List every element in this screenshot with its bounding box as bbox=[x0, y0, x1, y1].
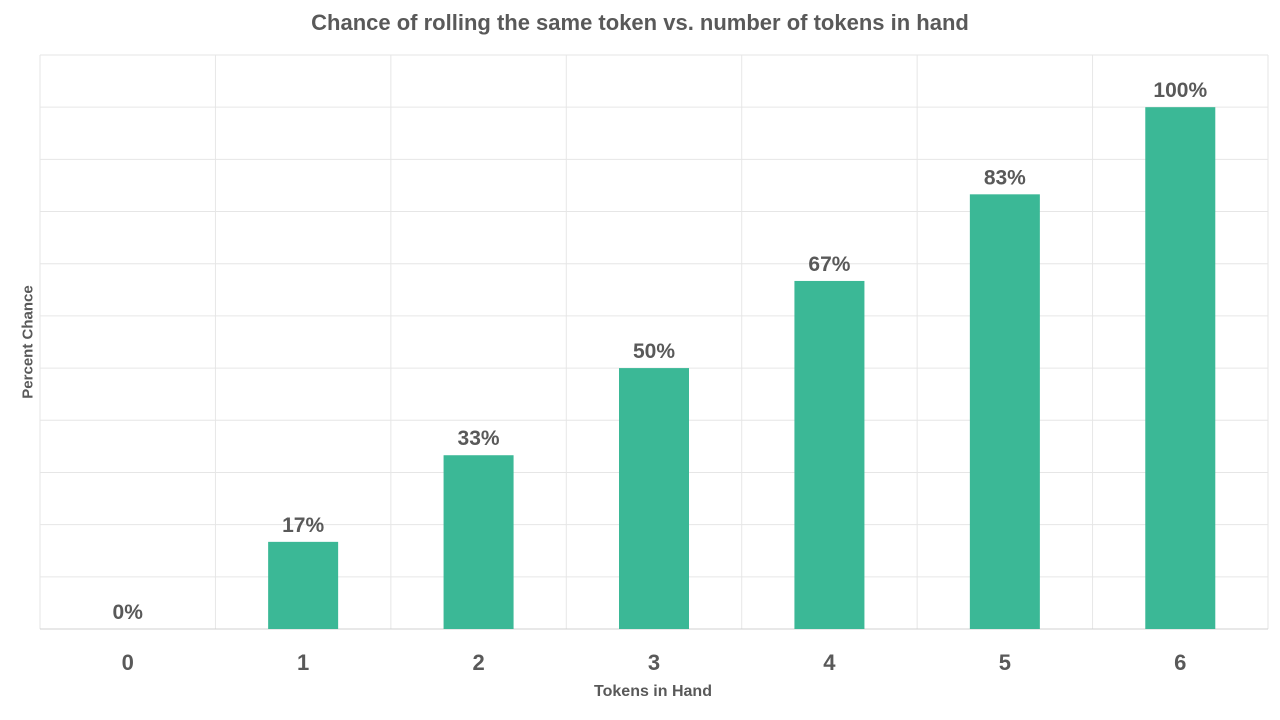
bar bbox=[443, 455, 514, 629]
bar bbox=[794, 280, 865, 629]
x-tick-label: 1 bbox=[297, 650, 309, 675]
data-label: 17% bbox=[282, 514, 324, 537]
chart-title: Chance of rolling the same token vs. num… bbox=[311, 10, 969, 35]
bar bbox=[969, 194, 1040, 630]
x-tick-label: 4 bbox=[823, 650, 836, 675]
bar bbox=[619, 368, 689, 629]
x-tick-label: 6 bbox=[1174, 650, 1186, 675]
bar bbox=[1145, 107, 1216, 629]
data-label: 50% bbox=[633, 340, 675, 363]
data-label: 0% bbox=[113, 601, 144, 624]
x-axis-label: Tokens in Hand bbox=[594, 683, 712, 700]
x-tick-label: 2 bbox=[472, 650, 484, 675]
data-label: 33% bbox=[458, 427, 500, 450]
data-label: 83% bbox=[984, 166, 1026, 189]
x-tick-label: 0 bbox=[122, 650, 134, 675]
x-tick-label: 3 bbox=[648, 650, 660, 675]
data-label: 67% bbox=[808, 253, 850, 276]
bar bbox=[268, 541, 339, 629]
x-tick-label: 5 bbox=[999, 650, 1011, 675]
data-label: 100% bbox=[1153, 79, 1207, 102]
